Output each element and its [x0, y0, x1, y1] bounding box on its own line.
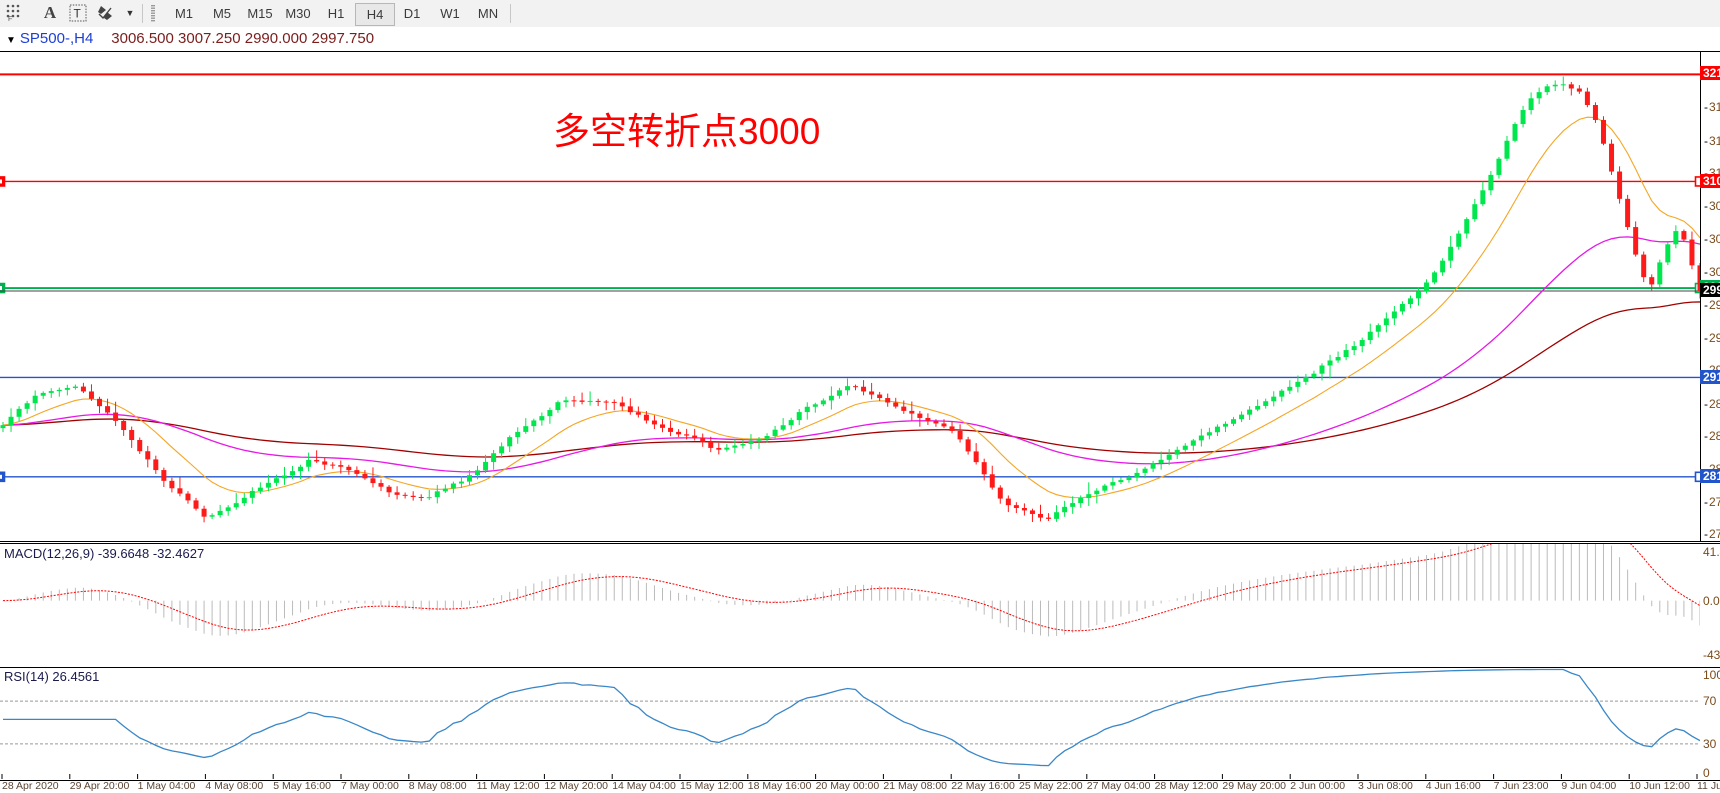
svg-text:T: T: [74, 7, 82, 21]
svg-text:F: F: [8, 16, 12, 22]
